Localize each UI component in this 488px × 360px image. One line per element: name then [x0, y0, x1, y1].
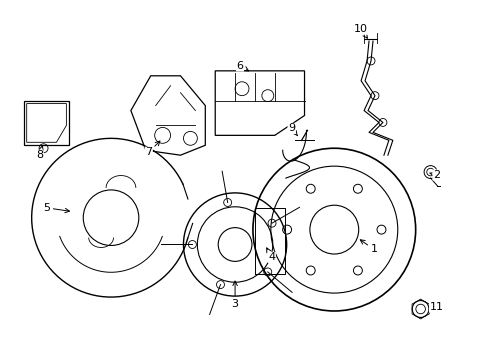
- Text: 5: 5: [43, 203, 69, 213]
- Text: 10: 10: [353, 24, 367, 38]
- Text: 11: 11: [428, 302, 443, 312]
- Text: 2: 2: [429, 170, 439, 180]
- Text: 8: 8: [36, 146, 43, 160]
- Text: 6: 6: [236, 61, 248, 71]
- Text: 3: 3: [231, 281, 238, 309]
- Text: 4: 4: [266, 248, 275, 262]
- Text: 7: 7: [145, 141, 160, 157]
- Text: 9: 9: [287, 123, 297, 136]
- Text: 1: 1: [360, 240, 377, 255]
